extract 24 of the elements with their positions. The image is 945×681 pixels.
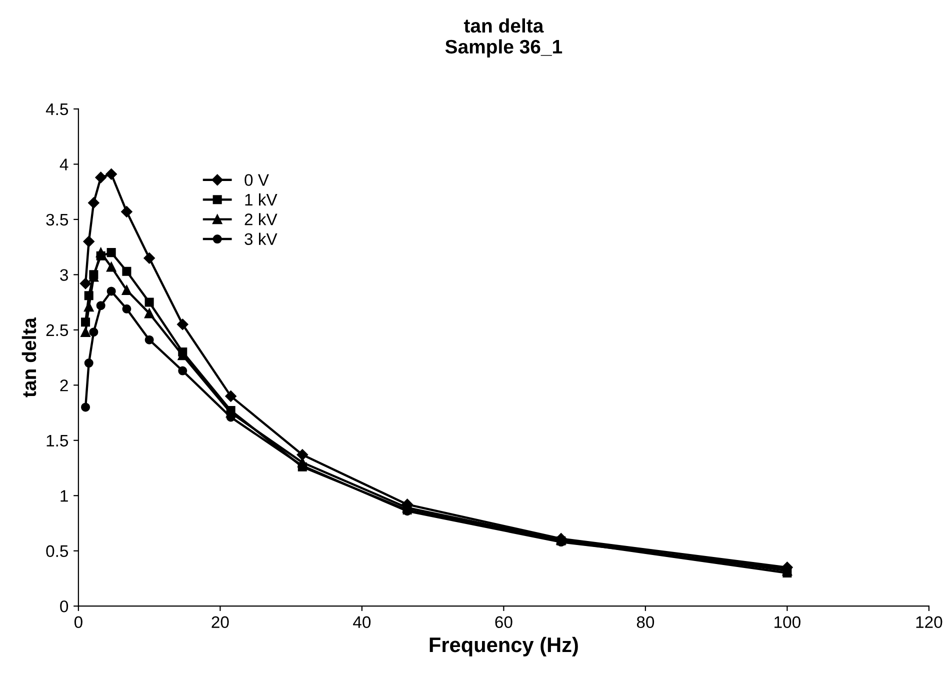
legend-label: 0 V	[244, 174, 269, 186]
x-tick-label: 60	[495, 616, 512, 628]
x-tick-label: 80	[636, 616, 654, 628]
y-tick-label: 1.5	[46, 434, 68, 447]
legend-label: 3 kV	[244, 232, 278, 246]
x-tick-label: 120	[916, 616, 942, 628]
x-tick-label: 40	[353, 616, 371, 628]
y-tick-label: 2.5	[46, 324, 68, 336]
y-tick-label: 3	[60, 269, 68, 281]
y-tick-label: 0.5	[46, 545, 68, 558]
x-tick-label: 20	[212, 616, 229, 628]
y-tick-label: 4.5	[46, 104, 68, 116]
y-tick-label: 4	[60, 158, 68, 170]
x-tick-label: 0	[74, 616, 82, 628]
legend-label: 2 kV	[244, 213, 278, 226]
x-tick-label: 100	[774, 616, 800, 628]
y-axis-title: tan delta	[22, 317, 36, 398]
x-axis-title: Frequency (Hz)	[430, 636, 578, 656]
legend-label: 1 kV	[245, 193, 278, 206]
y-tick-label: 1	[60, 490, 68, 502]
y-tick-label: 3.5	[46, 214, 68, 226]
y-tick-label: 2	[60, 380, 68, 392]
y-tick-label: 0	[60, 600, 68, 612]
chart-title: tan delta Sample 36_1	[445, 18, 562, 58]
